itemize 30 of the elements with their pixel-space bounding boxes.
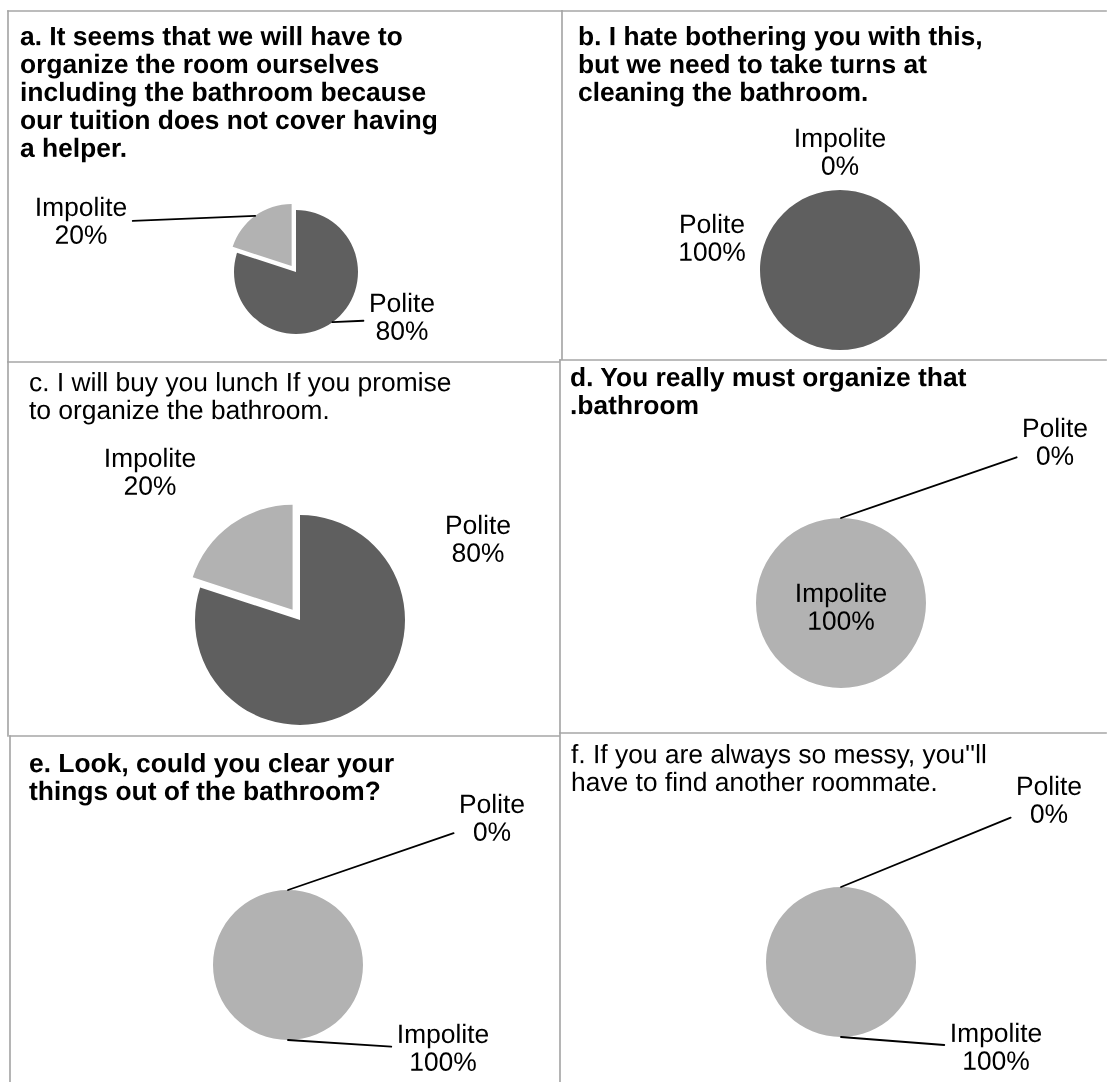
data-label: 100% — [680, 242, 745, 262]
text: 0% — [821, 156, 859, 176]
data-label: 100% — [964, 1051, 1029, 1071]
data-label: 20% — [124, 476, 176, 496]
chart-title: d. You really must organize that .bathroom — [571, 367, 967, 415]
chart-title: b. I hate bothering you with this, but we need to take turns at cleaning the bathroom. — [579, 26, 981, 107]
text: 0% — [1036, 446, 1074, 466]
chart-title: e. Look, could you clear your things out of the bathroom? — [29, 753, 394, 806]
slice-label: Impolite — [952, 1022, 1042, 1048]
category-label: Polite — [1024, 417, 1087, 438]
category-label: Impolite — [796, 127, 886, 153]
slice-label: Polite — [371, 292, 434, 313]
chart-title: f. If you are always so messy, you''ll have to find another roommate. — [571, 744, 986, 792]
data-label: 100% — [411, 1052, 476, 1072]
slice-label: Polite — [681, 213, 744, 234]
category-label: Polite — [461, 793, 524, 814]
slice-label: Impolite — [37, 196, 127, 222]
text: 0% — [473, 822, 511, 842]
slice-label: Impolite — [399, 1023, 489, 1049]
chart-title: a. It seems that we will have to organize the room ourselves including the bathroom because our tuition does not cover having a helper. — [20, 26, 437, 163]
slice-label: Impolite — [797, 582, 887, 608]
data-label: 80% — [376, 321, 428, 341]
text: 0% — [1030, 804, 1068, 824]
chart-title: c. I will buy you lunch If you promise to organize the bathroom. — [29, 372, 451, 425]
category-label: Polite — [1018, 775, 1081, 796]
data-label: 80% — [452, 543, 504, 563]
data-label: 20% — [55, 225, 107, 245]
slice-label: Impolite — [106, 447, 196, 473]
data-label: 100% — [809, 611, 874, 631]
slice-label: Polite — [447, 514, 510, 535]
